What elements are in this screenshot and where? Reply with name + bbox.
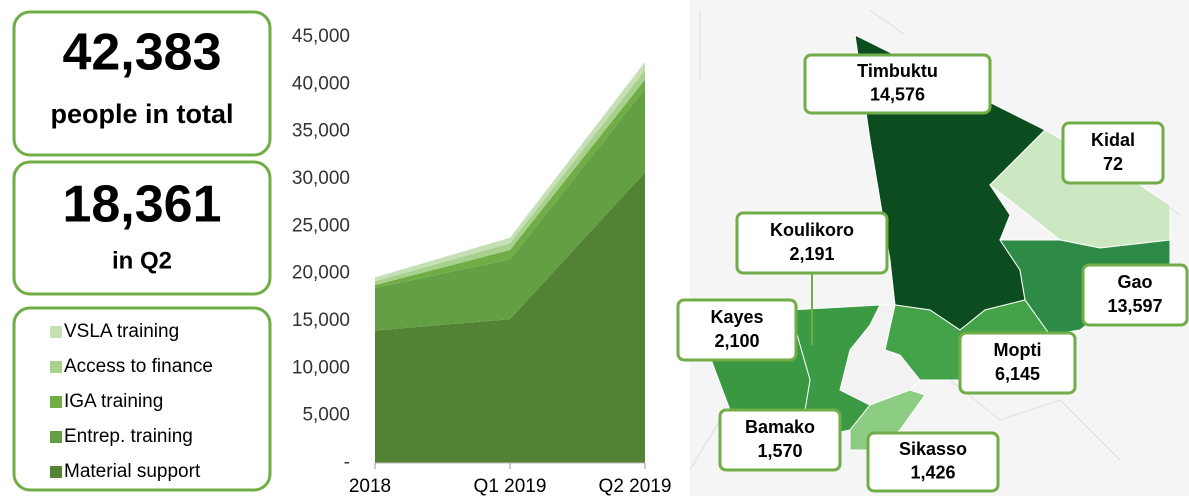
y-tick-label: 15,000 [292,310,350,331]
legend-label: Material support [64,461,201,482]
y-tick-label: - [344,452,350,473]
legend-swatch [50,326,62,338]
region-value: 1,570 [757,441,802,461]
area [375,89,645,331]
region-label-box [866,431,1000,493]
region-name: Sikasso [899,439,967,459]
y-tick-label: 30,000 [292,168,350,189]
legend-swatch [50,431,62,443]
y-tick-label: 5,000 [302,405,350,426]
region-label-box [958,331,1077,395]
region-value: 6,145 [995,364,1040,384]
stat-label: people in total [50,99,233,129]
region-label-box [1061,121,1165,185]
y-tick-label: 45,000 [292,26,350,47]
legend-swatch [50,396,62,408]
legend-label: IGA training [64,391,163,412]
stat-box [12,10,272,157]
y-tick-label: 20,000 [292,263,350,284]
region-name: Kayes [710,307,763,327]
y-tick-label: 35,000 [292,121,350,142]
region-label-box [676,298,798,362]
region-name: Gao [1117,272,1152,292]
legend-label: Entrep. training [64,426,193,447]
legend-swatch [50,466,62,478]
stat-value: 18,361 [62,176,221,234]
region-name: Timbuktu [857,61,938,81]
legend-swatch [50,361,62,373]
region-name: Mopti [994,340,1042,360]
region-value: 2,100 [714,331,759,351]
region-value: 72 [1103,154,1123,174]
region-name: Koulikoro [770,220,854,240]
region-value: 1,426 [910,462,955,482]
region-value: 2,191 [789,244,834,264]
region-name: Bamako [745,417,815,437]
region-label-box [735,211,889,275]
region-value: 13,597 [1107,296,1162,316]
region-name: Kidal [1091,130,1135,150]
stat-label: in Q2 [112,247,172,274]
x-tick-label: Q2 2019 [599,476,672,496]
y-tick-label: 25,000 [292,215,350,236]
legend-label: VSLA training [64,321,179,342]
stat-value: 42,383 [62,24,221,82]
stat-box [12,160,272,296]
y-tick-label: 40,000 [292,73,350,94]
legend-box [12,306,272,492]
area [375,172,645,463]
region-label-box [718,408,842,472]
region-value: 14,576 [870,84,925,104]
y-tick-label: 10,000 [292,357,350,378]
legend-label: Access to finance [64,356,213,377]
region-label-box [1081,263,1189,327]
region-label-box [803,53,992,115]
x-tick-label: Q1 2019 [474,476,547,496]
x-tick-label: 2018 [349,476,391,496]
